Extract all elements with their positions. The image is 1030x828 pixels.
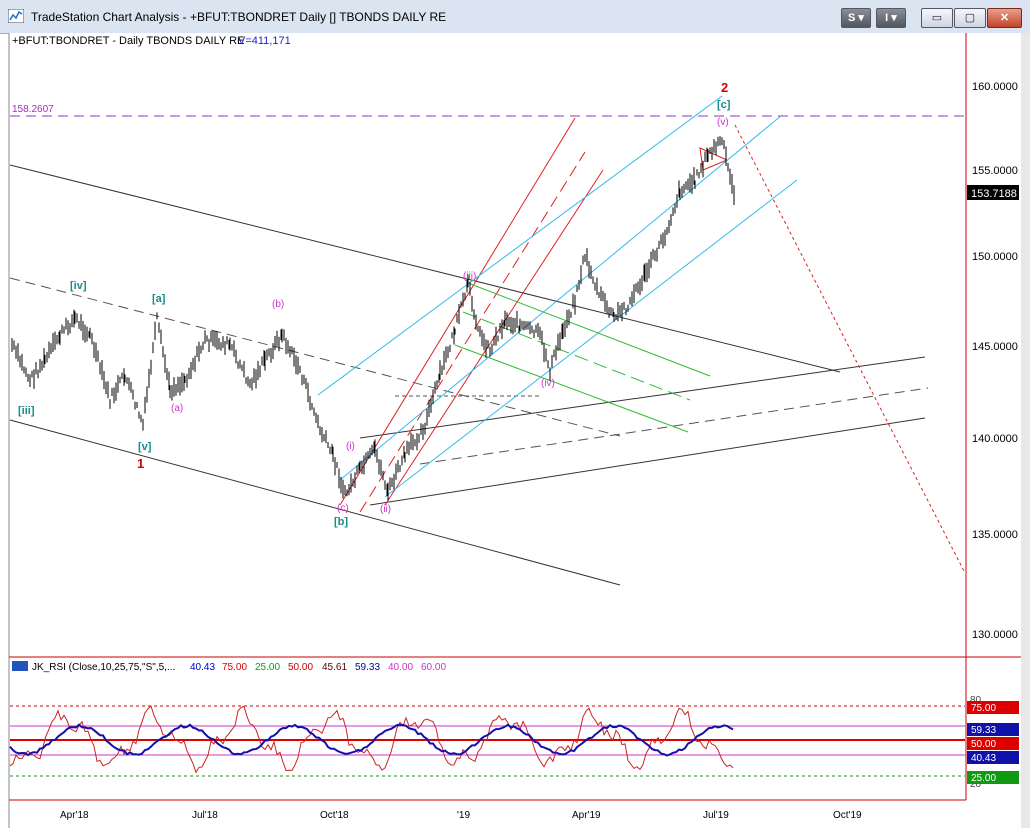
tag-25 [967,771,1019,784]
date-axis[interactable]: Apr'18 Jul'18 Oct'18 '19 Apr'19 Jul'19 O… [60,810,862,821]
last-price-tag [967,185,1019,200]
tag-5933-label: 59.33 [971,725,996,736]
indicator-value: 75.00 [222,662,247,673]
wave-label: (iii) [463,271,476,282]
gray-trendline[interactable] [9,164,841,373]
indicator-value: 60.00 [421,662,446,673]
date-tick: Apr'19 [572,810,601,821]
gray-trendline[interactable] [359,356,926,439]
minimize-icon: ▭ [931,12,943,24]
wave-label: (a) [171,403,183,414]
tag-5933 [967,723,1019,736]
indicator-value: 25.00 [255,662,280,673]
maximize-button[interactable]: ▢ [954,8,986,28]
right-edge [1021,33,1030,828]
indicator-value: 50.00 [288,662,313,673]
wave-labels: [iii] [iv] [v] 1 [a] (a) (b) (c) [b] (i)… [18,80,731,528]
date-tick: Apr'18 [60,810,89,821]
wave-label: [b] [334,516,348,528]
gray-trendline[interactable] [9,419,621,586]
cyan-trendline[interactable] [339,114,783,481]
tag-50 [967,737,1019,750]
cyan-trendline[interactable] [384,179,798,498]
chart-app-icon [8,9,24,23]
date-tick: Jul'18 [192,810,218,821]
wave-label: (iv) [541,378,555,389]
green-trendline[interactable] [467,282,711,377]
wave-label: [a] [152,293,166,305]
info-menu-button[interactable]: I ▾ [876,8,906,28]
tag-50-label: 50.00 [971,739,996,750]
price-tick: 160.0000 [972,81,1018,93]
last-price-label: 153.7188 [971,188,1017,200]
gray-dashed-trendline[interactable] [419,387,929,465]
price-bars[interactable] [11,136,735,501]
gray-trendline[interactable] [369,417,926,506]
price-tick: 155.0000 [972,165,1018,177]
indicator-header: JK_RSI (Close,10,25,75,"S",5,... 40.43 7… [12,661,446,673]
price-axis[interactable]: 160.0000 155.0000 150.0000 145.0000 140.… [972,81,1018,641]
indicator-icon [12,661,28,671]
wave-label: (ii) [380,504,391,515]
chart-background [9,33,1021,828]
wave-label: (c) [337,503,349,514]
date-tick: '19 [457,810,470,821]
window-title: TradeStation Chart Analysis - +BFUT:TBON… [31,10,447,24]
rsi-axis-top: 80 [970,695,982,706]
price-tick: 135.0000 [972,529,1018,541]
green-trendline[interactable] [454,344,689,433]
wave-label: 2 [721,80,728,95]
tag-25-label: 25.00 [971,773,996,784]
wave-label: [c] [717,99,731,111]
cyan-channel[interactable] [317,95,798,498]
wave-label: 1 [137,456,144,471]
green-dashed-trendline[interactable] [462,311,691,401]
wave-label: (b) [272,299,284,310]
price-tick: 140.0000 [972,433,1018,445]
wave-label: [v] [138,441,152,453]
rsi-axis-bottom: 20 [970,779,982,790]
maximize-icon: ▢ [964,12,976,24]
info-button-label: I [885,12,889,24]
date-tick: Jul'19 [703,810,729,821]
red-dashed-trendline[interactable] [359,151,586,513]
cyan-trendline[interactable] [317,95,723,396]
minimize-button[interactable]: ▭ [921,8,953,28]
tag-4043-label: 40.43 [971,753,996,764]
s-menu-button[interactable]: S ▾ [841,8,871,28]
gray-dashed-trendline[interactable] [9,277,621,437]
wave-label: (v) [717,117,729,128]
red-triangle[interactable] [699,147,729,171]
close-button[interactable]: ✕ [987,8,1022,28]
close-icon: ✕ [999,12,1010,24]
rsi-fast-line[interactable] [9,705,734,774]
ref-level-label: 158.2607 [12,104,54,115]
red-trendline[interactable] [339,117,576,506]
volume-readout: V=411,171 [238,35,291,47]
indicator-value: 45.61 [322,662,347,673]
price-tick: 150.0000 [972,251,1018,263]
chart-header: +BFUT:TBONDRET - Daily TBONDS DAILY RE [12,35,244,47]
wave-label: [iv] [70,280,87,292]
green-channel[interactable] [454,282,711,433]
rsi-slow-line[interactable] [9,723,734,757]
tag-75 [967,701,1019,714]
wave-label: [iii] [18,405,35,417]
indicator-value: 40.43 [190,662,215,673]
price-tick: 130.0000 [972,629,1018,641]
indicator-name: JK_RSI (Close,10,25,75,"S",5,... [32,662,175,673]
date-tick: Oct'18 [320,810,349,821]
date-tick: Oct'19 [833,810,862,821]
title-bar[interactable]: TradeStation Chart Analysis - +BFUT:TBON… [0,0,1030,34]
price-tick: 145.0000 [972,341,1018,353]
s-button-label: S [848,12,856,24]
chart-area[interactable]: +BFUT:TBONDRET - Daily TBONDS DAILY RE V… [0,33,1030,828]
tag-75-label: 75.00 [971,703,996,714]
gray-trendlines[interactable] [9,164,929,586]
indicator-value: 40.00 [388,662,413,673]
tag-4043 [967,751,1019,764]
indicator-value: 59.33 [355,662,380,673]
wave-label: (i) [346,441,355,452]
